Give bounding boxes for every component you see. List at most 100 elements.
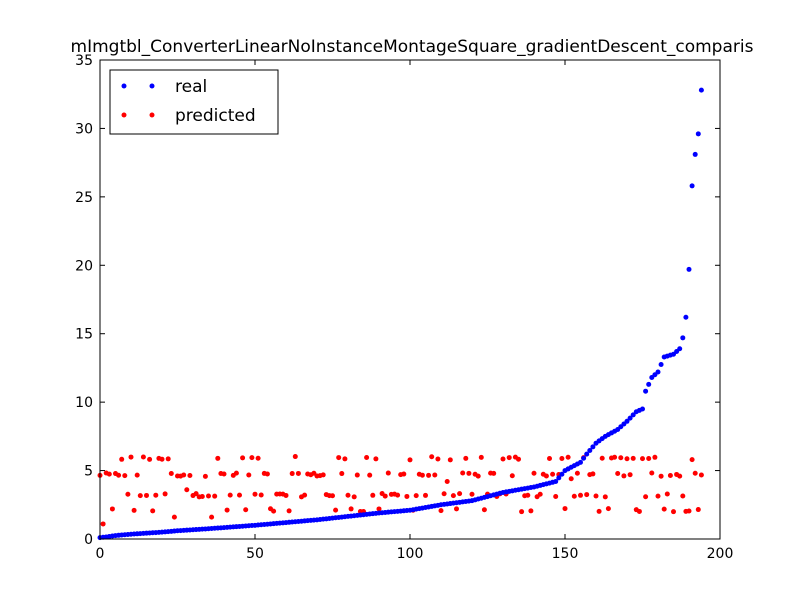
real-point [695,131,701,137]
predicted-point [144,492,149,498]
predicted-point [351,494,357,500]
predicted-point [658,473,664,479]
x-tick-label: 150 [552,546,579,562]
predicted-point [348,506,354,512]
predicted-point [342,456,348,462]
predicted-point [206,493,211,499]
predicted-point [559,456,565,462]
legend-label-real: real [175,77,207,97]
predicted-point [122,473,128,479]
x-tick-label: 0 [96,546,105,562]
predicted-point [370,492,376,498]
predicted-point [525,492,531,498]
real-point [559,471,565,477]
legend-label-predicted: predicted [175,106,256,126]
predicted-point [302,492,308,498]
predicted-point [134,472,140,478]
predicted-point [252,491,258,497]
predicted-point [643,494,649,500]
predicted-point [181,472,187,478]
predicted-point [441,491,447,497]
predicted-point [671,509,676,515]
real-point [698,87,704,93]
real-point [581,455,587,461]
predicted-point [636,508,642,514]
predicted-point [692,470,698,476]
predicted-point [695,507,701,513]
predicted-point [116,472,122,478]
predicted-point [596,508,602,514]
chart-title: mImgtbl_ConverterLinearNoInstanceMontage… [71,37,754,57]
predicted-point [202,473,208,479]
predicted-point [333,507,339,513]
y-tick-label: 5 [84,464,93,480]
predicted-point [432,472,438,478]
predicted-point [621,473,627,479]
predicted-point [444,479,450,485]
predicted-point [227,492,233,498]
predicted-point [271,508,277,514]
predicted-point [286,508,292,514]
predicted-point [630,455,636,461]
legend-box [109,69,279,135]
predicted-point [447,457,453,463]
predicted-point [255,455,261,461]
real-point [624,418,630,424]
predicted-point [506,455,512,461]
predicted-point [677,473,683,479]
predicted-point [320,472,326,478]
predicted-point [438,508,444,514]
predicted-point [543,473,549,479]
predicted-point [547,455,552,461]
predicted-point [289,471,295,477]
real-point [680,335,686,341]
real-point [553,479,559,485]
predicted-point [469,491,475,497]
predicted-point [339,471,345,477]
predicted-point [419,472,425,478]
predicted-point [137,493,143,499]
predicted-point [128,454,134,460]
legend: real predicted [109,69,279,135]
predicted-point [382,493,388,499]
x-tick-label: 100 [397,546,424,562]
predicted-point [519,509,525,515]
predicted-point [159,456,165,462]
data-points [97,87,704,541]
predicted-point [106,471,112,477]
predicted-point [215,455,221,461]
predicted-point [481,507,487,513]
predicted-point [212,493,218,499]
predicted-point [562,506,568,512]
predicted-point [187,473,193,479]
real-point [640,406,645,412]
predicted-point [401,471,407,477]
predicted-point [364,455,370,461]
predicted-point [605,506,611,512]
real-point [686,266,692,272]
predicted-point [649,470,655,476]
predicted-point [553,494,559,500]
legend-marker-real [121,83,127,89]
predicted-point [153,492,159,498]
legend-marker-real [149,83,155,89]
predicted-point [602,494,608,500]
predicted-point [537,491,543,497]
predicted-point [209,514,215,520]
predicted-point [509,473,515,479]
real-point [590,444,596,450]
predicted-point [184,487,190,493]
predicted-point [686,508,692,514]
predicted-point [460,470,466,476]
predicted-point [618,455,624,461]
predicted-point [264,471,270,477]
predicted-point [528,508,534,514]
predicted-point [667,472,673,478]
predicted-point [599,455,605,461]
predicted-point [246,472,252,478]
legend-marker-predicted [149,112,155,118]
predicted-point [147,456,153,462]
real-point [689,183,695,189]
predicted-point [612,454,618,460]
